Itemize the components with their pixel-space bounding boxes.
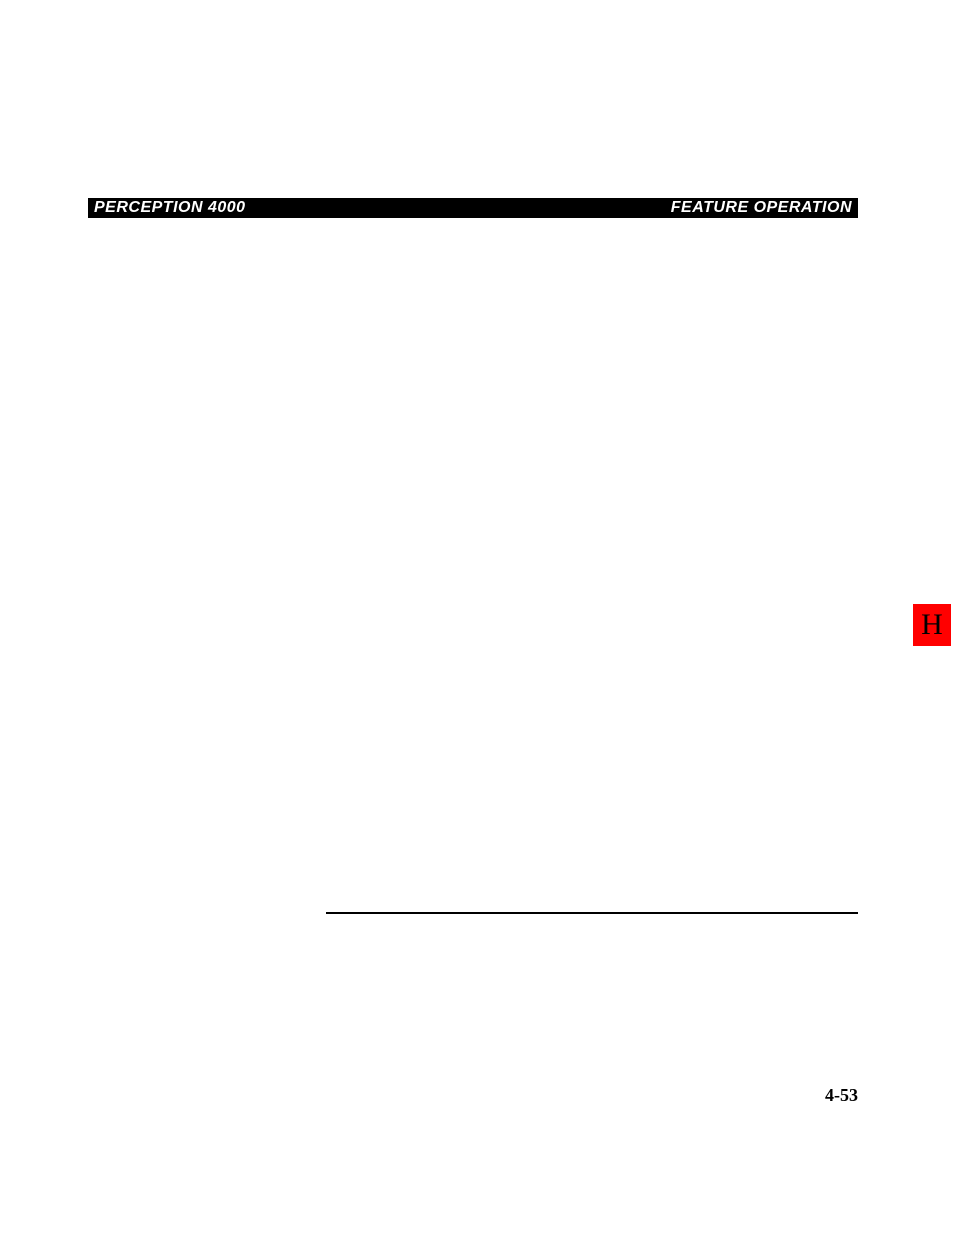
horizontal-divider (326, 912, 858, 914)
section-tab-letter: H (921, 608, 943, 642)
header-right-title: FEATURE OPERATION (671, 199, 852, 217)
page-number: 4-53 (825, 1085, 858, 1106)
header-left-title: PERCEPTION 4000 (94, 199, 246, 217)
section-tab: H (913, 604, 951, 646)
header-bar: PERCEPTION 4000 FEATURE OPERATION (88, 198, 858, 218)
document-page: PERCEPTION 4000 FEATURE OPERATION H 4-53 (0, 0, 954, 1235)
